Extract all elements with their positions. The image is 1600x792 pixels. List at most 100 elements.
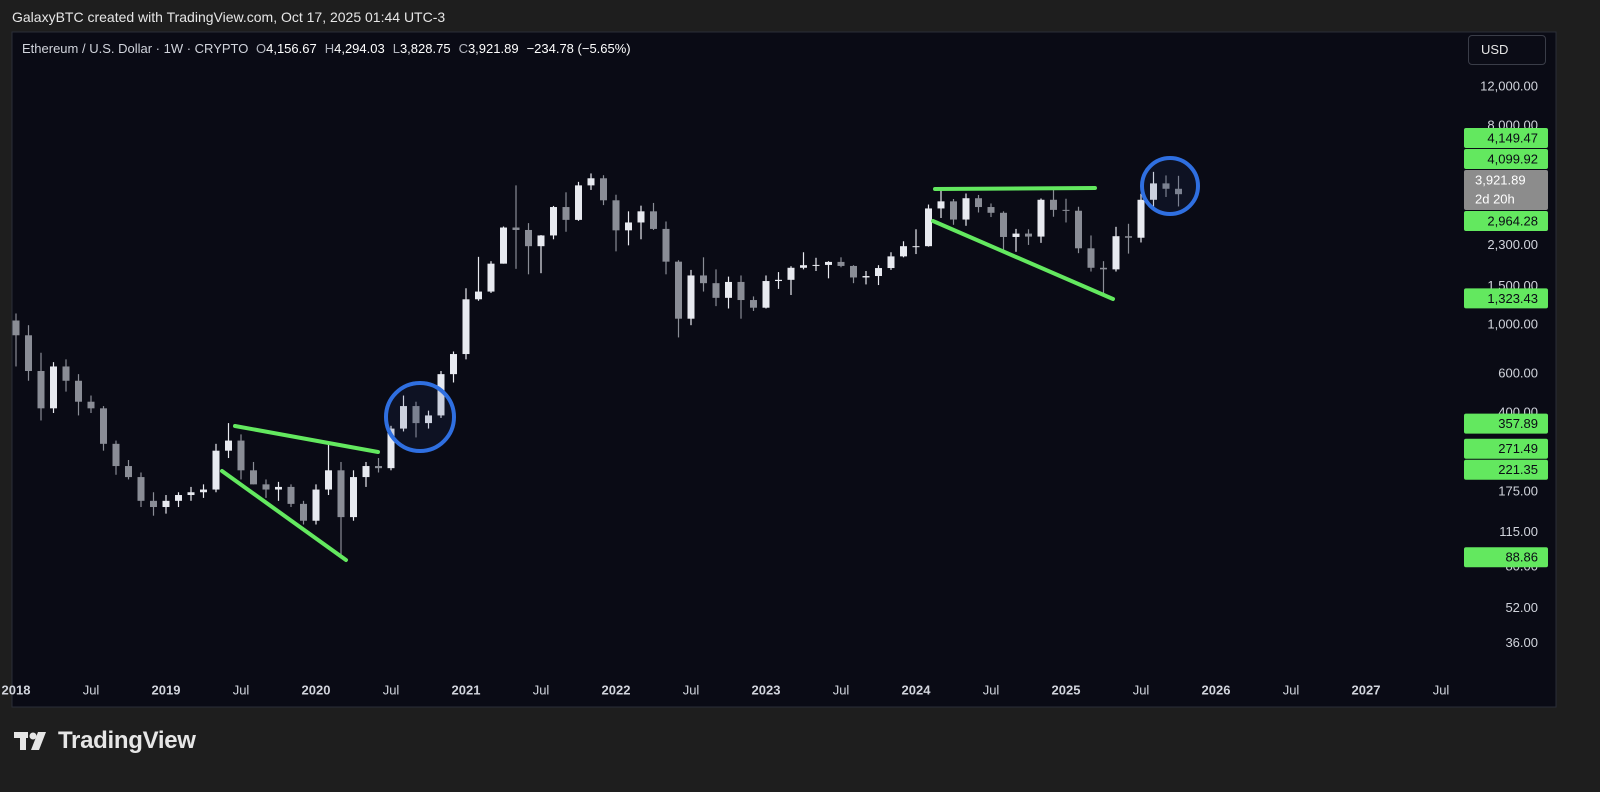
candle-body — [625, 222, 632, 231]
trend-line — [220, 469, 348, 562]
candle-body — [700, 275, 707, 284]
legend-value: 3,828.75 — [399, 41, 451, 56]
candle-body — [412, 406, 420, 424]
candle-body — [987, 207, 995, 213]
x-tick-label: 2019 — [152, 682, 181, 697]
candle-body — [1100, 267, 1107, 270]
legend-value: 4,156.67 — [266, 41, 317, 56]
x-tick-label: Jul — [383, 682, 400, 697]
candle-body — [125, 466, 132, 478]
countdown: 2d 20h — [1475, 191, 1515, 206]
brand-logo — [14, 732, 46, 750]
candle-body — [87, 401, 95, 409]
price-label: 271.49 — [1498, 441, 1538, 456]
candle-body — [312, 489, 320, 521]
x-tick-label: 2018 — [2, 682, 31, 697]
logo-part — [31, 732, 46, 750]
x-tick-label: Jul — [233, 682, 250, 697]
price-label: 1,323.43 — [1487, 291, 1538, 306]
candle-body — [637, 211, 645, 223]
candle-body — [925, 208, 932, 247]
highlight-circle — [1140, 156, 1200, 216]
candle-body — [1050, 199, 1057, 210]
brand: TradingView — [58, 727, 196, 754]
legend-value: 4,294.03 — [334, 41, 385, 56]
chart-panel — [11, 31, 1557, 708]
price-label-box — [1464, 459, 1548, 480]
candle-body — [950, 201, 957, 220]
last-price-box — [1464, 170, 1548, 211]
candle-body — [525, 229, 532, 247]
legend-value: 3,921.89 — [467, 41, 519, 56]
candle-body — [162, 500, 170, 508]
price-label-box — [1464, 547, 1548, 568]
y-tick-label: 2,300.00 — [1487, 237, 1538, 252]
candle-body — [12, 320, 20, 336]
candle-body — [1162, 183, 1170, 189]
x-tick-label: 2020 — [302, 682, 331, 697]
legend-key: H — [324, 41, 335, 56]
candle-body — [587, 178, 595, 186]
candle-body — [937, 201, 945, 209]
candle-body — [250, 470, 257, 485]
price-label: 2,964.28 — [1487, 213, 1538, 228]
legend-key: O — [255, 41, 267, 56]
y-tick-label: 600.00 — [1498, 366, 1538, 381]
price-label-box — [1464, 413, 1548, 434]
y-tick-label: 52.00 — [1505, 600, 1538, 615]
price-label: 221.35 — [1498, 462, 1538, 477]
candle-body — [50, 366, 57, 409]
candle-body — [737, 281, 745, 301]
candle-body — [562, 207, 570, 220]
candle-body — [1175, 188, 1182, 195]
candle-body — [200, 489, 207, 493]
candle-body — [375, 466, 382, 469]
candle-body — [1125, 236, 1132, 238]
candles — [12, 171, 1182, 558]
candle-body — [475, 291, 482, 300]
candle-body — [25, 335, 32, 371]
candle-body — [1137, 199, 1145, 238]
x-tick-label: 2024 — [902, 682, 932, 697]
candle-body — [1000, 212, 1007, 237]
candle-body — [112, 443, 120, 467]
candle-body — [787, 267, 795, 280]
candle-body — [900, 246, 907, 257]
trend-line — [931, 219, 1115, 301]
legend-change: −234.78 (−5.65%) — [526, 41, 631, 56]
logo-part — [29, 732, 37, 740]
last-price-label: 3,921.89 — [1475, 172, 1526, 187]
candle-body — [850, 265, 857, 278]
price-label-box — [1464, 211, 1548, 232]
candle-body — [337, 470, 345, 518]
candle-body — [537, 235, 545, 247]
candle-body — [812, 264, 820, 266]
x-tick-label: Jul — [533, 682, 550, 697]
candle-body — [662, 228, 670, 262]
candle-body — [487, 263, 495, 292]
candle-body — [687, 275, 695, 319]
price-label: 4,149.47 — [1487, 130, 1538, 145]
x-tick-label: Jul — [1433, 682, 1450, 697]
candle-body — [75, 380, 82, 402]
candle-body — [1087, 248, 1095, 268]
candle-body — [1037, 199, 1045, 237]
candle-body — [887, 256, 895, 269]
candle-body — [800, 265, 807, 268]
candle-body — [300, 503, 307, 521]
x-tick-label: 2027 — [1352, 682, 1381, 697]
y-tick-label: 36.00 — [1505, 635, 1538, 650]
currency-button[interactable]: USD — [1468, 35, 1546, 65]
price-label: 4,099.92 — [1487, 151, 1538, 166]
legend: Ethereum / U.S. Dollar · 1W · CRYPTO O4,… — [22, 41, 639, 56]
candle-body — [212, 450, 220, 490]
candle-body — [462, 299, 470, 355]
y-tick-label: 12,000.00 — [1480, 78, 1538, 93]
candle-body — [225, 440, 232, 451]
candle-body — [912, 246, 920, 248]
logo-part — [20, 732, 26, 750]
candle-body — [362, 466, 370, 478]
candle-body — [712, 283, 720, 298]
